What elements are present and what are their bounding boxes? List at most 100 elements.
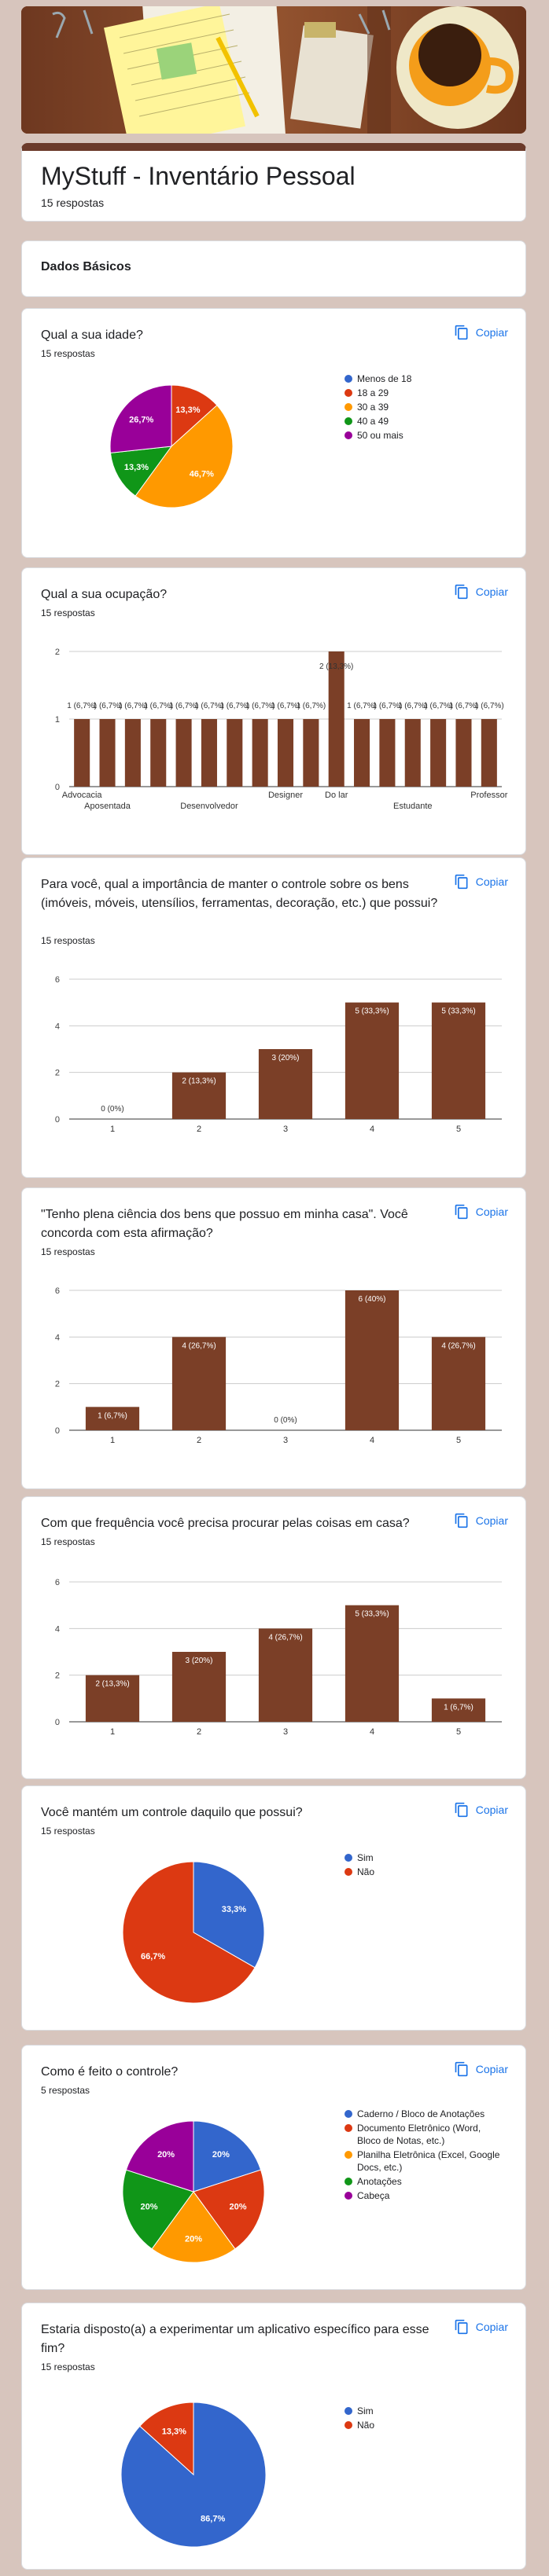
legend-label: Planilha Eletrônica (Excel, Google Docs,… <box>357 2149 500 2173</box>
legend-item[interactable]: Não <box>345 2419 507 2431</box>
legend-item[interactable]: Não <box>345 1866 507 1878</box>
bar[interactable] <box>354 719 370 787</box>
bar-chart: 0 1 2 1 (6,7%) Advocacia 1 (6,7%) Aposentada 1 … <box>55 648 508 811</box>
bar[interactable] <box>227 719 243 787</box>
bar[interactable] <box>85 1407 140 1430</box>
copy-chart-button[interactable]: Copiar <box>454 2061 508 2077</box>
legend-item[interactable]: Menos de 18 <box>345 372 507 385</box>
bar[interactable] <box>252 719 268 787</box>
copy-chart-button[interactable]: Copiar <box>454 1204 508 1220</box>
bar-value-label: 1 (6,7%) <box>296 702 326 710</box>
bar[interactable] <box>303 719 319 787</box>
question-response-count: 15 respostas <box>41 348 95 359</box>
pie-slice[interactable] <box>193 1861 265 1969</box>
bar[interactable] <box>171 1072 227 1119</box>
legend-label: Menos de 18 <box>357 373 412 384</box>
bar-value-label: 5 (33,3%) <box>441 1007 475 1016</box>
copy-chart-button[interactable]: Copiar <box>454 1802 508 1818</box>
copy-label: Copiar <box>475 1514 508 1527</box>
bar[interactable] <box>201 719 217 787</box>
x-tick-label: 5 <box>456 1125 461 1134</box>
copy-label: Copiar <box>475 1804 508 1816</box>
bar[interactable] <box>430 719 447 787</box>
x-tick-label: Estudante <box>393 802 433 811</box>
bar[interactable] <box>99 719 116 787</box>
legend-label: 18 a 29 <box>357 387 389 398</box>
y-tick-label: 0 <box>55 783 60 792</box>
copy-chart-button[interactable]: Copiar <box>454 2319 508 2335</box>
chart-legend: Menos de 18 18 a 29 30 a 39 40 a 49 50 ou ma… <box>345 372 507 443</box>
pie-slice[interactable] <box>122 2169 194 2250</box>
bar-value-label: 1 (6,7%) <box>245 702 275 710</box>
legend-label: Não <box>357 2420 375 2431</box>
bar[interactable] <box>175 719 192 787</box>
bar-value-label: 3 (20%) <box>271 1054 299 1062</box>
bar[interactable] <box>74 719 90 787</box>
bar[interactable] <box>404 719 421 787</box>
legend-item[interactable]: 30 a 39 <box>345 401 507 413</box>
copy-label: Copiar <box>475 585 508 598</box>
bar[interactable] <box>345 1002 400 1119</box>
copy-chart-button[interactable]: Copiar <box>454 1513 508 1528</box>
pie-slice[interactable] <box>139 2402 194 2476</box>
legend-item[interactable]: Caderno / Bloco de Anotações <box>345 2108 507 2120</box>
bar[interactable] <box>379 719 396 787</box>
bar[interactable] <box>481 719 497 787</box>
slice-label: 46,7% <box>190 469 214 479</box>
bar[interactable] <box>150 719 167 787</box>
pie-slice[interactable] <box>134 404 234 508</box>
pie-slice[interactable] <box>193 2169 265 2250</box>
section-title: Dados Básicos <box>41 260 131 273</box>
bar[interactable] <box>258 1049 313 1119</box>
pie-slice[interactable] <box>125 2120 194 2193</box>
pie-slice[interactable] <box>122 1861 256 2004</box>
bar[interactable] <box>431 1698 486 1722</box>
bar[interactable] <box>431 1337 486 1430</box>
question-response-count: 5 respostas <box>41 2085 90 2096</box>
bar[interactable] <box>277 719 294 787</box>
legend-swatch <box>345 2151 352 2159</box>
bar[interactable] <box>258 1628 313 1722</box>
bar-value-label: 1 (6,7%) <box>169 702 199 710</box>
legend-item[interactable]: Anotações <box>345 2175 507 2188</box>
pie-chart: 86,7% 13,3% <box>120 2402 267 2548</box>
copy-icon <box>455 1513 468 1528</box>
question-title: Você mantém um controle daquilo que poss… <box>41 1806 303 1819</box>
y-tick-label: 6 <box>55 1578 60 1587</box>
bar[interactable] <box>345 1605 400 1722</box>
bar[interactable] <box>455 719 472 787</box>
legend-item[interactable]: 18 a 29 <box>345 387 507 399</box>
pie-slice[interactable] <box>109 384 172 453</box>
pie-slice[interactable] <box>151 2191 236 2263</box>
y-tick-label: 4 <box>55 1022 60 1031</box>
bar[interactable] <box>85 1675 140 1722</box>
slice-label: 20% <box>157 2150 175 2160</box>
copy-chart-button[interactable]: Copiar <box>454 874 508 890</box>
legend-item[interactable]: 40 a 49 <box>345 415 507 427</box>
bar[interactable] <box>171 1337 227 1430</box>
legend-item[interactable]: Sim <box>345 1851 507 1864</box>
bar-value-label: 1 (6,7%) <box>423 702 453 710</box>
legend-item[interactable]: Sim <box>345 2405 507 2417</box>
bar-value-label: 6 (40%) <box>358 1295 385 1304</box>
legend-item[interactable]: Cabeça <box>345 2189 507 2202</box>
copy-chart-button[interactable]: Copiar <box>454 584 508 600</box>
question-card: "Tenho plena ciência dos bens que possuo… <box>21 1187 526 1489</box>
bar[interactable] <box>431 1002 486 1119</box>
pie-slice[interactable] <box>171 384 218 448</box>
bar[interactable] <box>328 651 345 787</box>
pie-slice[interactable] <box>109 446 173 497</box>
bar[interactable] <box>345 1290 400 1430</box>
legend-item[interactable]: 50 ou mais <box>345 429 507 442</box>
copy-icon <box>455 2319 468 2335</box>
bar-value-label: 2 (13,3%) <box>319 662 353 671</box>
bar[interactable] <box>124 719 141 787</box>
legend-label: Anotações <box>357 2176 402 2187</box>
x-tick-label: 2 <box>197 1436 201 1445</box>
bar[interactable] <box>171 1652 227 1722</box>
pie-slice[interactable] <box>193 2120 262 2193</box>
copy-chart-button[interactable]: Copiar <box>454 325 508 340</box>
question-response-count: 15 respostas <box>41 1536 95 1547</box>
legend-item[interactable]: Documento Eletrônico (Word, Bloco de Not… <box>345 2122 507 2147</box>
legend-item[interactable]: Planilha Eletrônica (Excel, Google Docs,… <box>345 2149 507 2174</box>
